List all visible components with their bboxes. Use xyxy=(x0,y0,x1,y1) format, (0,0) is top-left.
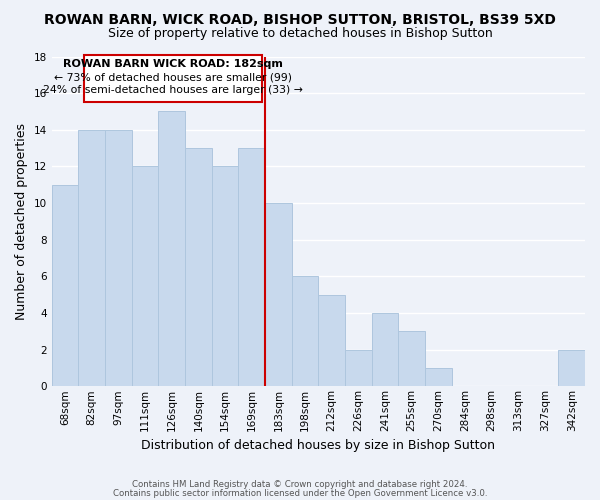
Bar xyxy=(79,130,105,386)
Bar xyxy=(292,276,319,386)
Text: Size of property relative to detached houses in Bishop Sutton: Size of property relative to detached ho… xyxy=(107,28,493,40)
Text: 24% of semi-detached houses are larger (33) →: 24% of semi-detached houses are larger (… xyxy=(43,85,303,95)
X-axis label: Distribution of detached houses by size in Bishop Sutton: Distribution of detached houses by size … xyxy=(142,440,496,452)
Bar xyxy=(345,350,371,387)
Bar xyxy=(398,332,425,386)
Text: ← 73% of detached houses are smaller (99): ← 73% of detached houses are smaller (99… xyxy=(54,72,292,82)
Bar xyxy=(158,112,185,386)
Bar xyxy=(371,313,398,386)
Text: Contains public sector information licensed under the Open Government Licence v3: Contains public sector information licen… xyxy=(113,488,487,498)
Text: Contains HM Land Registry data © Crown copyright and database right 2024.: Contains HM Land Registry data © Crown c… xyxy=(132,480,468,489)
Bar xyxy=(319,294,345,386)
Bar xyxy=(212,166,238,386)
Bar xyxy=(131,166,158,386)
Bar xyxy=(105,130,131,386)
Bar xyxy=(425,368,452,386)
Text: ROWAN BARN WICK ROAD: 182sqm: ROWAN BARN WICK ROAD: 182sqm xyxy=(63,59,283,69)
Bar xyxy=(559,350,585,387)
Y-axis label: Number of detached properties: Number of detached properties xyxy=(15,123,28,320)
Text: ROWAN BARN, WICK ROAD, BISHOP SUTTON, BRISTOL, BS39 5XD: ROWAN BARN, WICK ROAD, BISHOP SUTTON, BR… xyxy=(44,12,556,26)
FancyBboxPatch shape xyxy=(83,54,262,102)
Bar xyxy=(185,148,212,386)
Bar xyxy=(52,184,79,386)
Bar xyxy=(238,148,265,386)
Bar xyxy=(265,203,292,386)
